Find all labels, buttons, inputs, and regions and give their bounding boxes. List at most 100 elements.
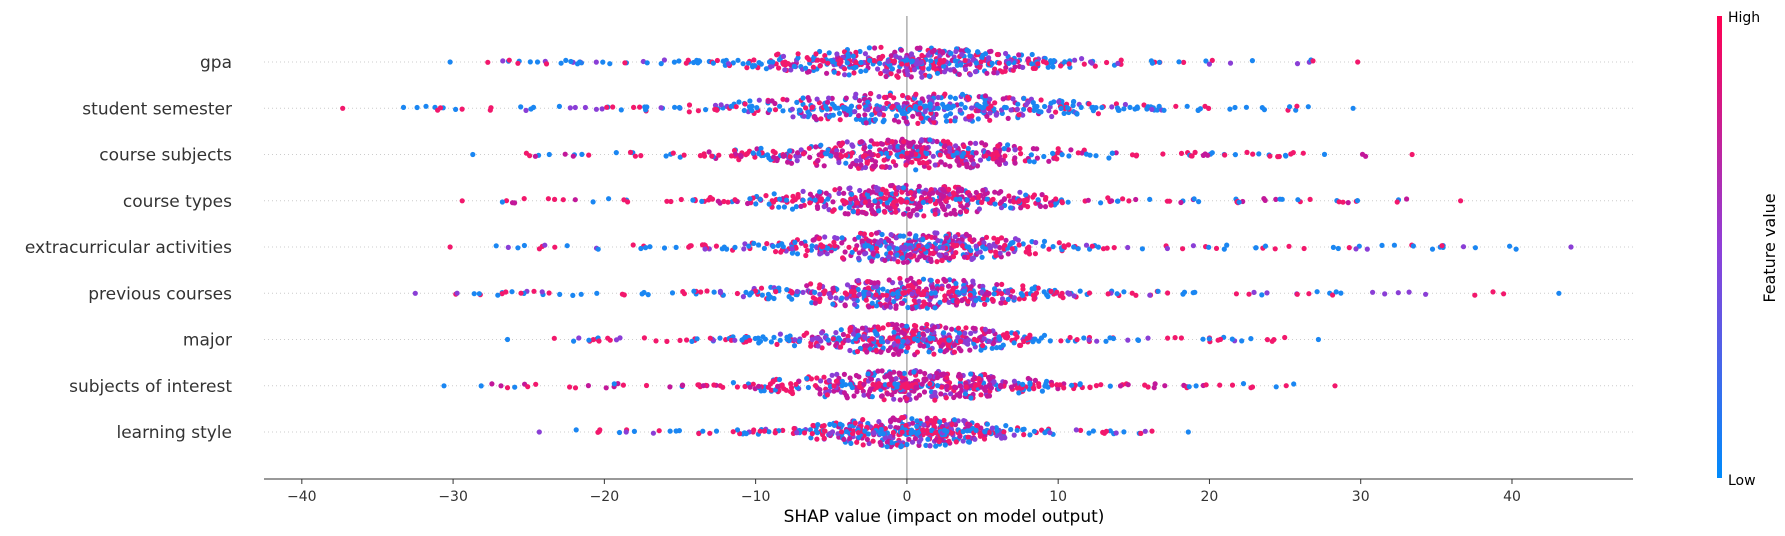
shap-point [922,109,928,115]
shap-point [915,120,921,126]
shap-point [974,422,981,428]
shap-point [931,47,937,54]
shap-point [916,392,923,398]
feature-label: subjects of interest [69,377,232,397]
shap-point [800,197,806,203]
shap-point [987,244,994,251]
shap-point [899,197,905,204]
shap-point [945,341,951,347]
shap-point [1149,106,1155,112]
shap-point [1340,199,1346,205]
shap-point [1148,58,1154,64]
shap-point [485,59,491,65]
shap-point [925,436,931,442]
shap-point [927,137,933,143]
shap-point [582,104,589,111]
shap-point [899,153,905,159]
shap-point [1045,64,1051,70]
shap-point [1394,199,1400,205]
shap-point [1196,199,1202,205]
shap-point [1086,337,1092,343]
shap-point [706,149,712,155]
shap-point [1079,56,1085,62]
shap-point [926,73,932,79]
feature-row-dots [459,182,1464,219]
shap-point [886,245,892,251]
shap-point [924,427,930,433]
shap-point [866,45,873,51]
shap-point [817,391,823,397]
shap-point [644,104,650,110]
shap-point [821,428,828,434]
shap-point [898,280,904,286]
shap-point [668,198,674,205]
shap-point [506,57,512,63]
shap-point [896,104,902,110]
shap-point [600,59,606,65]
shap-point [792,239,798,245]
shap-point [921,332,927,338]
shap-point [1048,288,1054,294]
feature-label: gpa [200,53,232,73]
shap-point [893,325,900,332]
shap-point [994,152,1001,158]
shap-point [934,230,940,236]
shap-point [1034,155,1040,161]
shap-point [1049,59,1056,66]
shap-point [672,104,678,110]
shap-point [869,207,875,213]
shap-point [930,115,937,121]
shap-point [825,196,831,202]
shap-point [965,423,971,429]
shap-point [828,58,835,64]
shap-point [728,103,734,109]
feature-label: major [183,331,232,351]
shap-point [938,344,944,350]
shap-point [945,203,952,209]
shap-point [1089,60,1095,66]
shap-point [850,209,857,215]
shap-point [1273,384,1279,390]
shap-point [877,439,883,446]
shap-point [963,208,970,214]
shap-point [903,422,909,429]
shap-point [1036,381,1042,387]
shap-point [910,420,916,426]
shap-point [839,378,846,384]
shap-point [893,425,899,431]
shap-point [997,336,1003,342]
shap-point [423,103,429,109]
shap-point [880,186,886,192]
shap-point [982,191,988,197]
shap-point [521,242,528,249]
shap-point [740,61,746,67]
shap-point [900,414,907,421]
x-tick-label: 10 [1049,489,1067,505]
shap-point [961,143,967,150]
shap-point [644,60,650,66]
shap-point [942,293,948,299]
shap-point [856,255,862,261]
shap-point [1061,244,1067,250]
shap-point [806,111,813,117]
shap-point [803,252,809,259]
shap-point [952,95,959,101]
shap-point [944,347,950,353]
shap-point [951,349,958,355]
shap-point [756,242,762,248]
shap-point [1306,291,1312,297]
shap-point [891,329,897,335]
shap-point [792,337,798,343]
shap-point [959,297,966,303]
shap-point [873,423,879,429]
shap-point [986,430,992,436]
shap-point [980,52,986,59]
shap-point [574,61,581,67]
colorbar-low-label: Low [1728,473,1756,489]
shap-point [1074,337,1080,343]
shap-point [957,433,963,439]
shap-point [917,204,924,210]
shap-point [590,199,596,205]
shap-point [930,250,936,256]
shap-point [923,442,929,448]
